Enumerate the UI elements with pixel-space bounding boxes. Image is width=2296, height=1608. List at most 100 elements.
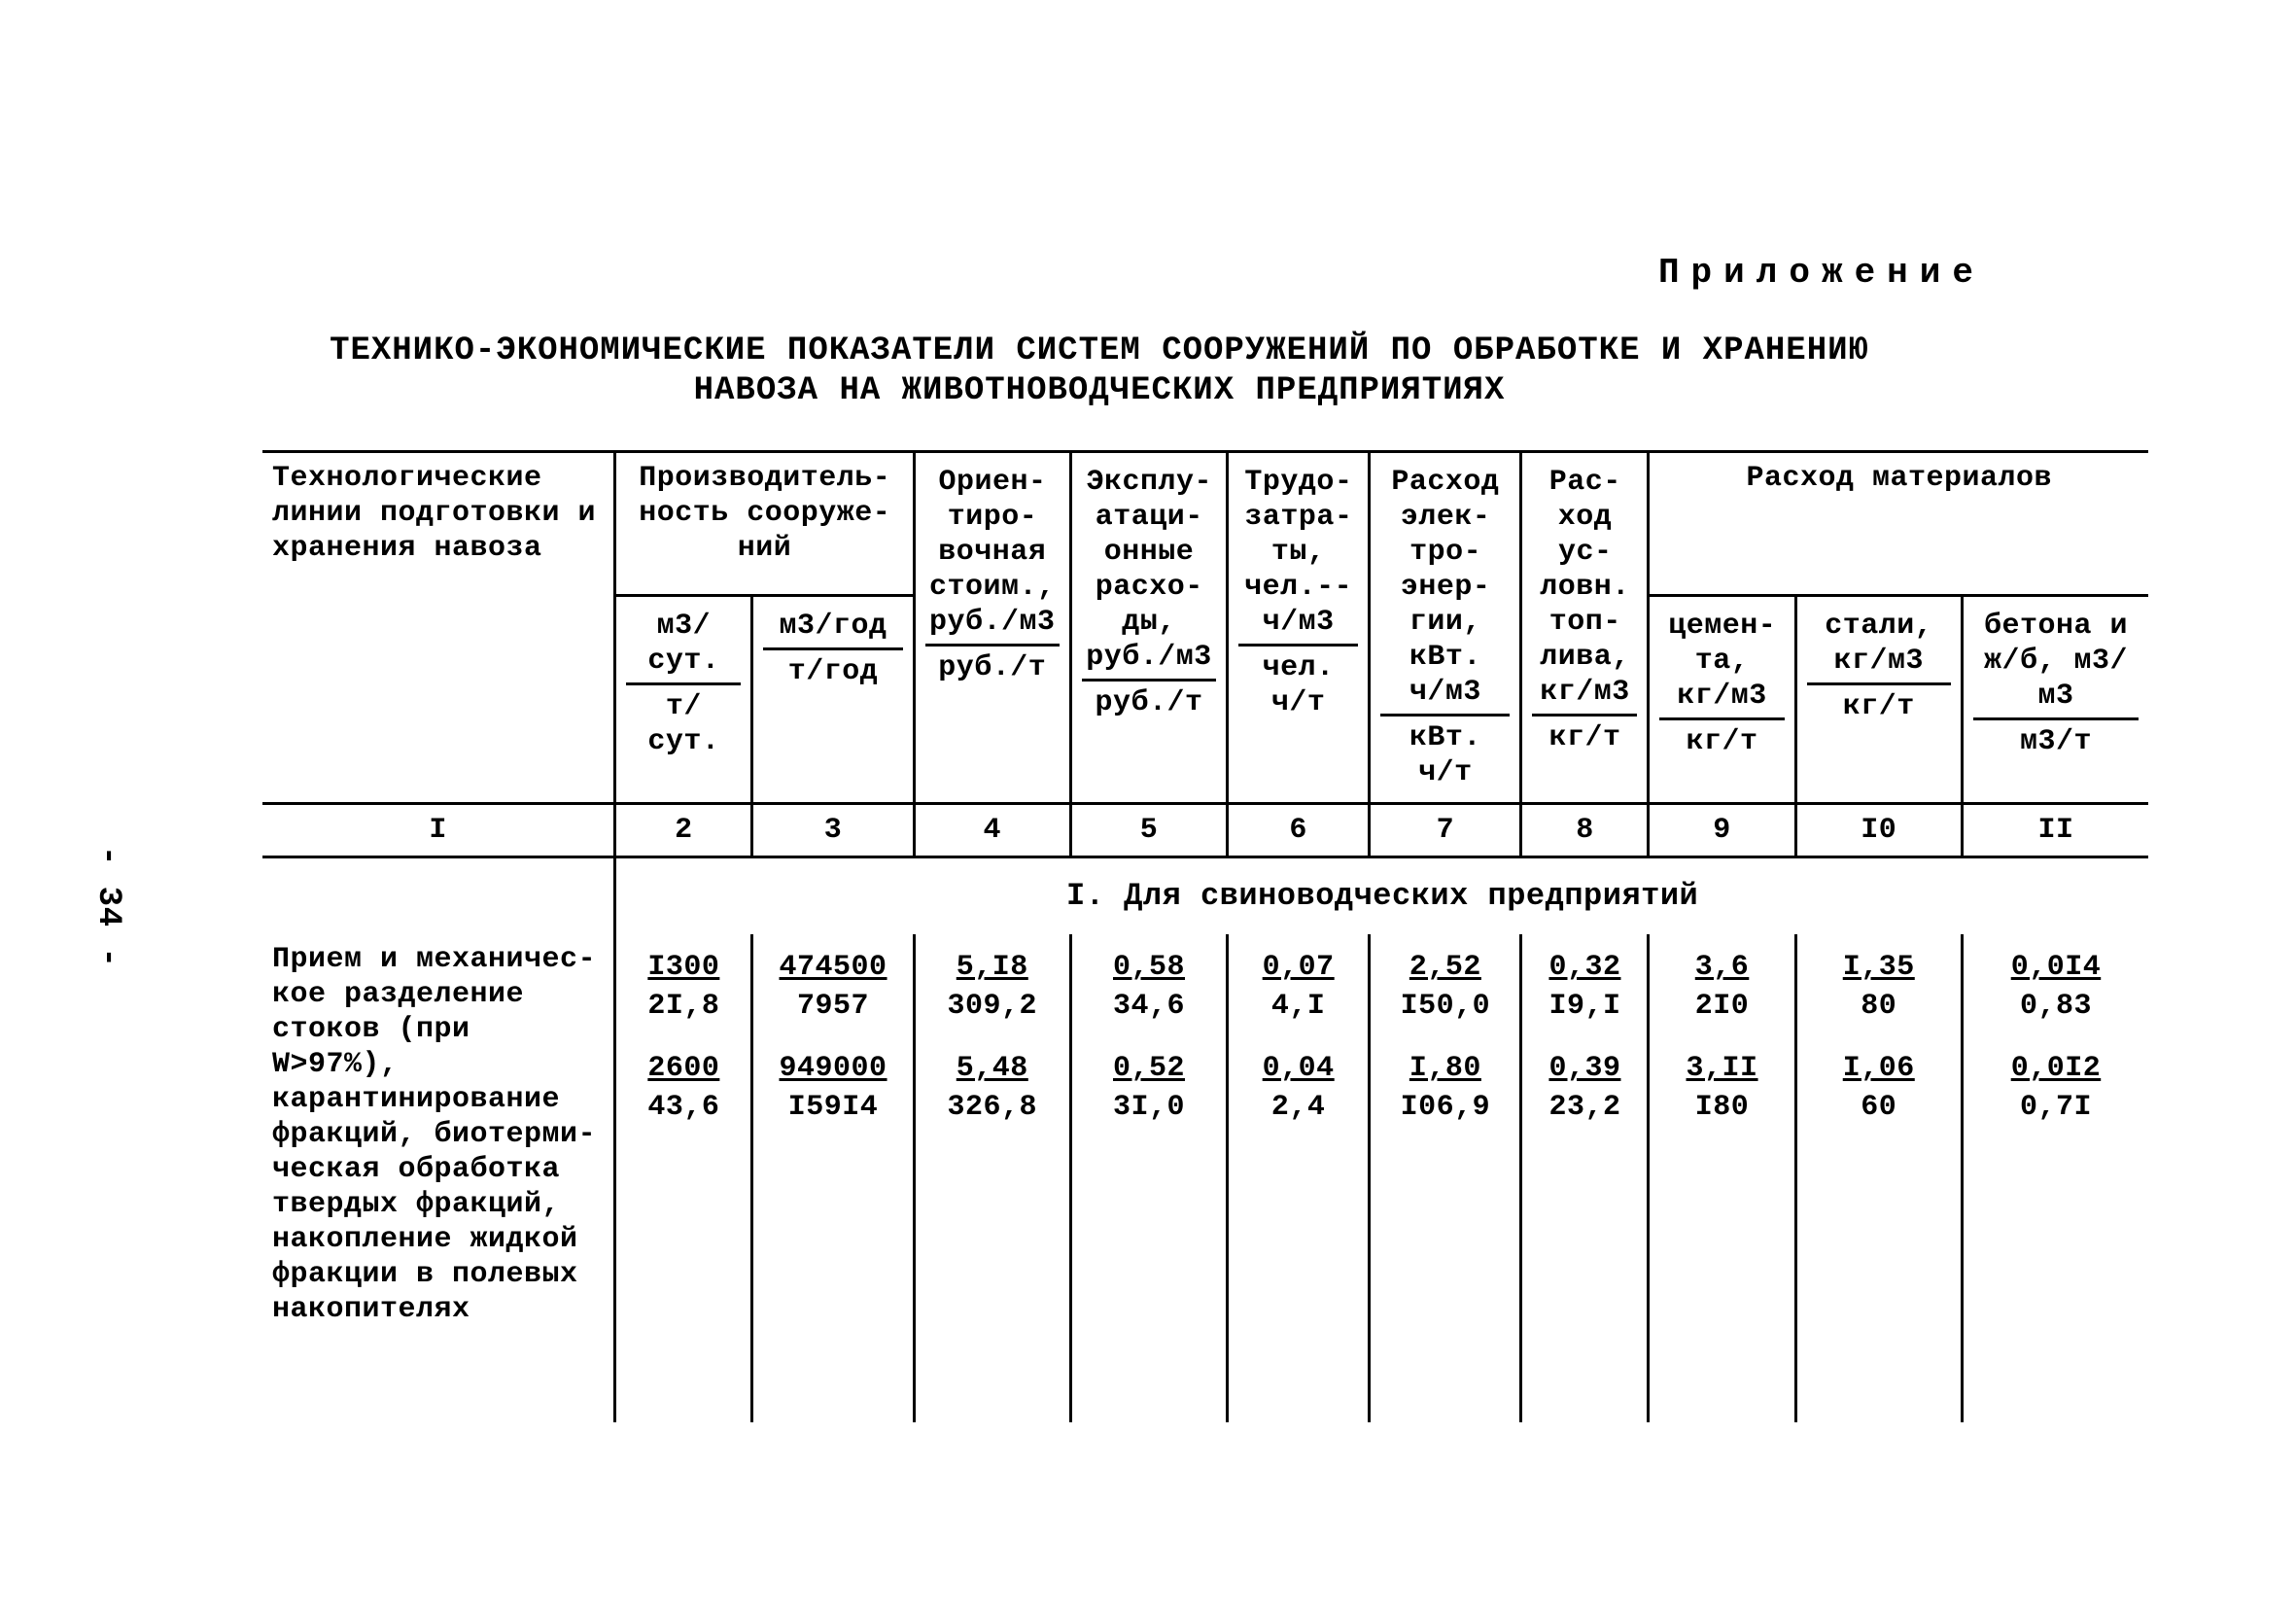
title-line-1: ТЕХНИКО-ЭКОНОМИЧЕСКИЕ ПОКАЗАТЕЛИ СИСТЕМ …	[311, 332, 1888, 371]
hdr-col7-bot: кВт. ч/т	[1380, 717, 1510, 794]
appendix-label: Приложение	[156, 253, 2043, 293]
c11b-top: 0,0I2	[2011, 1051, 2102, 1086]
c8a-bot: I9,I	[1548, 989, 1620, 1024]
c7a-top: 2,52	[1409, 950, 1481, 985]
hdr-col11: бето­на и ж/б, м3/м3 м3/т	[1962, 596, 2148, 803]
colnum-10: I0	[1795, 803, 1962, 856]
c2a-top: I300	[647, 950, 719, 985]
c6b-top: 0,04	[1263, 1051, 1335, 1086]
hdr-col5-bot: руб./т	[1082, 682, 1216, 724]
hdr-col8-top: Рас­ход ус­ловн. топ­лива, кг/м3	[1532, 461, 1637, 717]
c8a-top: 0,32	[1548, 950, 1620, 985]
section-row: I. Для свиноводческих предприятий	[262, 856, 2148, 934]
colnum-3: 3	[752, 803, 914, 856]
hdr-col4: Ориен­тиро­вочная стоим., руб./м3 руб./т	[914, 451, 1070, 803]
hdr-col10-top: стали, кг/м3	[1807, 605, 1951, 685]
hdr-col6-bot: чел. ч/т	[1238, 647, 1358, 724]
c2b-bot: 43,6	[647, 1090, 719, 1125]
c3b-top: 949000	[780, 1051, 887, 1086]
hdr-col9: це­мен­та, кг/м3 кг/т	[1649, 596, 1795, 803]
hdr-col4-bot: руб./т	[925, 647, 1060, 689]
c11a-top: 0,0I4	[2011, 950, 2102, 985]
colnum-8: 8	[1521, 803, 1649, 856]
hdr-col11-top: бето­на и ж/б, м3/м3	[1973, 605, 2139, 720]
hdr-col5-top: Эксплу­атаци­онные расхо­ды, руб./м3	[1082, 461, 1216, 682]
colnum-7: 7	[1370, 803, 1521, 856]
c6a-top: 0,07	[1263, 950, 1335, 985]
hdr-col2: м3/сут. т/сут.	[615, 596, 752, 803]
colnum-5: 5	[1070, 803, 1227, 856]
cell-c11: 0,0I4 0,83 0,0I2 0,7I	[1962, 934, 2148, 1335]
hdr-col1: Технологические линии подготов­ки и хран…	[262, 451, 615, 803]
hdr-col10: стали, кг/м3 кг/т	[1795, 596, 1962, 803]
title-line-2: НАВОЗА НА ЖИВОТНОВОДЧЕСКИХ ПРЕДПРИЯТИЯХ	[311, 371, 1888, 411]
c6a-bot: 4,I	[1271, 989, 1326, 1024]
c10b-top: I,06	[1843, 1051, 1915, 1086]
c5a-top: 0,58	[1113, 950, 1185, 985]
cell-c2: I3002I,8 260043,6	[615, 934, 752, 1335]
hdr-col3-top: м3/год	[763, 605, 902, 650]
c6b-bot: 2,4	[1271, 1090, 1326, 1125]
cell-c6: 0,07 4,I 0,04 2,4	[1228, 934, 1370, 1335]
cell-c9: 3,6 2I0 3,II I80	[1649, 934, 1795, 1335]
c7b-top: I,80	[1409, 1051, 1481, 1086]
c7b-bot: I06,9	[1401, 1090, 1491, 1125]
cell-c3: 474500 7957 949000 I59I4	[752, 934, 914, 1335]
c5b-top: 0,52	[1113, 1051, 1185, 1086]
hdr-col4-top: Ориен­тиро­вочная стоим., руб./м3	[925, 461, 1060, 647]
hdr-col10-bot: кг/т	[1807, 685, 1951, 728]
hdr-col2-top: м3/сут.	[626, 605, 741, 685]
hdr-col11-bot: м3/т	[1973, 720, 2139, 763]
row-label: Прием и механичес­кое разделение стоков …	[262, 934, 615, 1335]
c11a-bot: 0,83	[2020, 989, 2092, 1024]
c8b-top: 0,39	[1548, 1051, 1620, 1086]
cell-c4: 5,I8 309,2 5,48 326,8	[914, 934, 1070, 1335]
c4a-top: 5,I8	[957, 950, 1028, 985]
hdr-col6: Трудо­затра­ты, чел.-­-ч/м3 чел. ч/т	[1228, 451, 1370, 803]
c9b-top: 3,II	[1687, 1051, 1758, 1086]
c7a-bot: I50,0	[1401, 989, 1491, 1024]
c4a-bot: 309,2	[948, 989, 1038, 1024]
colnum-9: 9	[1649, 803, 1795, 856]
hdr-col9-bot: кг/т	[1659, 720, 1784, 763]
colnum-4: 4	[914, 803, 1070, 856]
c9a-bot: 2I0	[1695, 989, 1750, 1024]
c3a-top: 474500	[780, 950, 887, 985]
c4b-bot: 326,8	[948, 1090, 1038, 1125]
cell-c8: 0,32I9,I 0,3923,2	[1521, 934, 1649, 1335]
c9b-bot: I80	[1695, 1090, 1750, 1125]
section-spacer	[262, 856, 615, 934]
cell-c5: 0,5834,6 0,523I,0	[1070, 934, 1227, 1335]
c10a-bot: 80	[1861, 989, 1896, 1024]
hdr-col8-bot: кг/т	[1532, 717, 1637, 759]
document-title: ТЕХНИКО-ЭКОНОМИЧЕСКИЕ ПОКАЗАТЕЛИ СИСТЕМ …	[156, 332, 2043, 411]
c4b-top: 5,48	[957, 1051, 1028, 1086]
hdr-col9-top: це­мен­та, кг/м3	[1659, 605, 1784, 720]
cell-c7: 2,52 I50,0 I,80 I06,9	[1370, 934, 1521, 1335]
colnum-1: I	[262, 803, 615, 856]
hdr-col3: м3/год т/год	[752, 596, 914, 803]
hdr-col2-bot: т/сут.	[626, 685, 741, 763]
page: - 34 - Приложение ТЕХНИКО-ЭКОНОМИЧЕСКИЕ …	[0, 0, 2296, 1608]
main-table: Технологические линии подготов­ки и хран…	[262, 450, 2148, 1422]
c5b-bot: 3I,0	[1113, 1090, 1185, 1125]
hdr-col7: Расход элек­тро­энер­гии, кВт. ч/м3 кВт.…	[1370, 451, 1521, 803]
c9a-top: 3,6	[1695, 950, 1750, 985]
colnum-2: 2	[615, 803, 752, 856]
colnum-6: 6	[1228, 803, 1370, 856]
hdr-col8: Рас­ход ус­ловн. топ­лива, кг/м3 кг/т	[1521, 451, 1649, 803]
table-row-spacer	[262, 1335, 2148, 1422]
header-row-1: Технологические линии подготов­ки и хран…	[262, 451, 2148, 596]
c10b-bot: 60	[1861, 1090, 1896, 1125]
hdr-col5: Эксплу­атаци­онные расхо­ды, руб./м3 руб…	[1070, 451, 1227, 803]
c2b-top: 2600	[647, 1051, 719, 1086]
c11b-bot: 0,7I	[2020, 1090, 2092, 1125]
c10a-top: I,35	[1843, 950, 1915, 985]
c3b-bot: I59I4	[788, 1090, 879, 1125]
hdr-prod-group: Производитель­ность сооруже­ний	[615, 451, 914, 596]
column-number-row: I 2 3 4 5 6 7 8 9 I0 II	[262, 803, 2148, 856]
hdr-col7-top: Расход элек­тро­энер­гии, кВт. ч/м3	[1380, 461, 1510, 717]
colnum-11: II	[1962, 803, 2148, 856]
page-number-side: - 34 -	[89, 846, 126, 967]
c3a-bot: 7957	[797, 989, 869, 1024]
